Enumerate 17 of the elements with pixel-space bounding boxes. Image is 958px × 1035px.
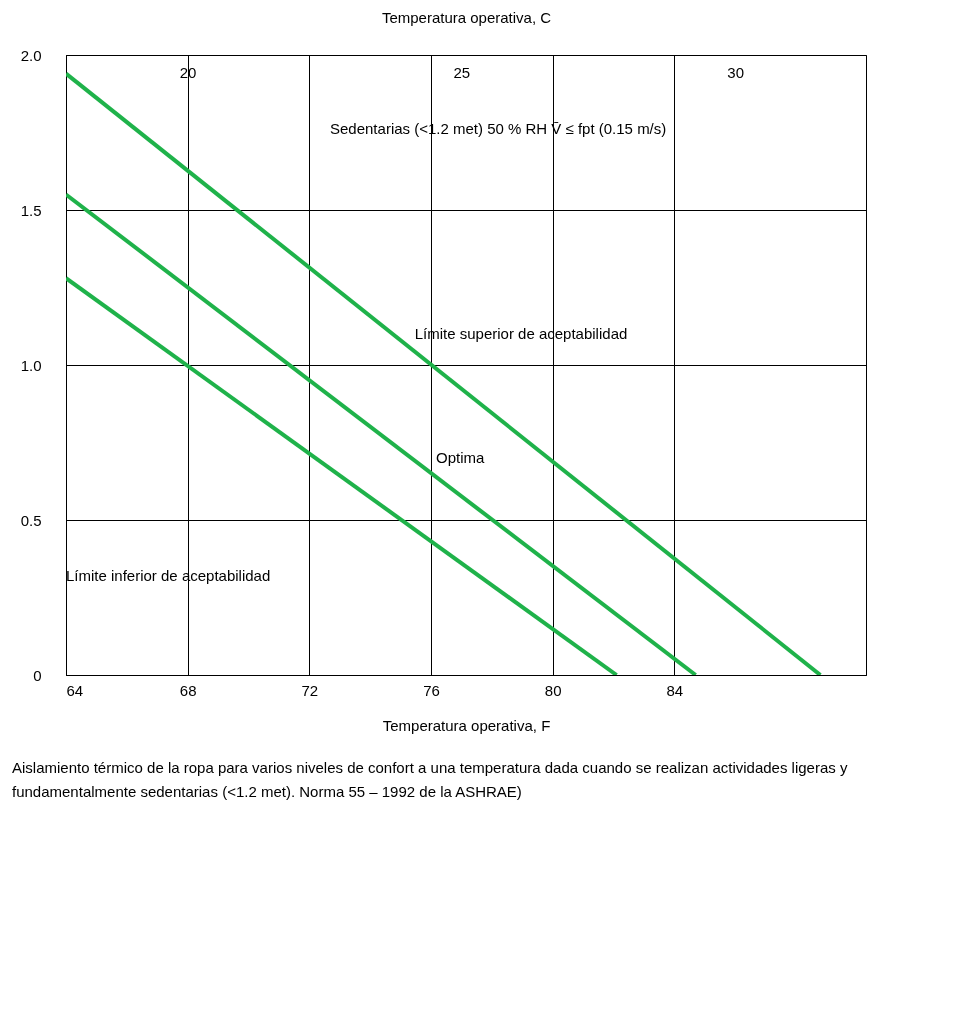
y-tick-label: 2.0 bbox=[20, 46, 42, 64]
y-tick-label: 0 bbox=[33, 666, 42, 684]
x-tick-label: 80 bbox=[544, 681, 562, 699]
y-tick-label: 1.0 bbox=[20, 356, 42, 374]
x-tick-label: 64 bbox=[66, 681, 84, 699]
x-tick-label: 76 bbox=[423, 681, 440, 699]
x-tick-label: 72 bbox=[301, 681, 319, 699]
x2-tick-label: 25 bbox=[453, 63, 471, 81]
y-tick-label: 0.5 bbox=[20, 511, 42, 529]
text: Aislamiento térmico de la ropa para varios niveles de confort a una temperatura dada cuando se realizan actividades ligeras y fundamentalmente sedentarias (<1.2 met). Norma 55 – 1992 de la ASHRAE) bbox=[11, 758, 849, 802]
x-tick-label: 84 bbox=[666, 681, 684, 699]
y-tick-label: 1.5 bbox=[20, 201, 42, 219]
x2-tick-label: 30 bbox=[727, 63, 744, 81]
x-tick-label: 68 bbox=[179, 681, 197, 699]
x2-axis-title: Temperatura operativa, C bbox=[381, 8, 552, 26]
annotation: Optima bbox=[435, 449, 485, 467]
x-axis-title: Temperatura operativa, F bbox=[382, 716, 551, 734]
